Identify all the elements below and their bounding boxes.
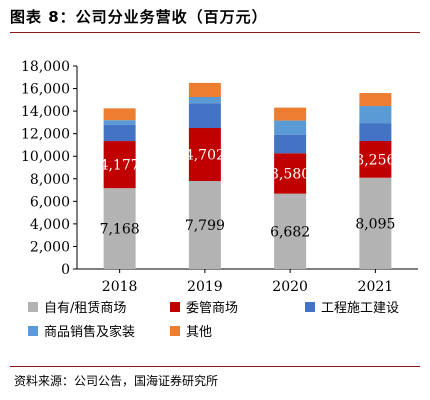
data-label: 3,256 bbox=[355, 152, 395, 168]
legend-label: 自有/租赁商场 bbox=[44, 301, 126, 316]
bar-segment bbox=[188, 128, 221, 182]
bar-segment bbox=[188, 97, 221, 104]
bar-segment bbox=[103, 124, 136, 142]
bar-segment bbox=[274, 193, 307, 269]
y-tick-label: 16,000 bbox=[21, 82, 70, 98]
y-tick-label: 6,000 bbox=[30, 194, 70, 210]
bar-segment bbox=[274, 134, 307, 154]
y-tick-label: 2,000 bbox=[30, 239, 70, 255]
legend-swatch bbox=[28, 326, 38, 336]
bar-segment bbox=[359, 93, 392, 107]
y-tick-label: 12,000 bbox=[21, 127, 70, 143]
stacked-bar-chart: 0 2,000 4,000 6,000 8,000 10,000 12,000 14,000 1… bbox=[21, 59, 418, 340]
y-tick-label: 10,000 bbox=[21, 149, 70, 165]
legend-swatch bbox=[170, 302, 180, 312]
bar-segment bbox=[359, 123, 392, 141]
bar-segment bbox=[359, 177, 392, 269]
bar-segment bbox=[274, 120, 307, 135]
bar-segment bbox=[359, 106, 392, 124]
bar-segment bbox=[274, 107, 307, 121]
x-tick-label: 2018 bbox=[102, 279, 138, 295]
bar-segment bbox=[188, 103, 221, 129]
x-tick-label: 2020 bbox=[272, 279, 308, 295]
legend-label: 其他 bbox=[186, 325, 212, 340]
bar-segment bbox=[274, 153, 307, 194]
data-label: 8,095 bbox=[355, 216, 395, 232]
data-label: 7,799 bbox=[185, 218, 225, 234]
data-label: 4,177 bbox=[100, 158, 140, 174]
bar-segment bbox=[103, 108, 136, 121]
figure-title: 图表 8：公司分业务营收（百万元） bbox=[10, 8, 268, 26]
y-tick-label: 0 bbox=[61, 262, 70, 278]
bar-segment bbox=[359, 140, 392, 178]
y-tick-label: 14,000 bbox=[21, 104, 70, 120]
legend-label: 商品销售及家装 bbox=[44, 324, 135, 340]
data-label: 3,580 bbox=[270, 166, 310, 182]
data-label: 7,168 bbox=[100, 222, 140, 238]
y-tick-label: 8,000 bbox=[30, 172, 70, 188]
data-label: 4,702 bbox=[185, 148, 225, 164]
legend-swatch bbox=[170, 326, 180, 336]
data-label: 6,682 bbox=[270, 224, 310, 240]
y-tick-label: 4,000 bbox=[30, 217, 70, 233]
bar-segment bbox=[103, 141, 136, 189]
source-note: 资料来源：公司公告，国海证券研究所 bbox=[14, 374, 219, 388]
bar-segment bbox=[103, 120, 136, 125]
x-tick-label: 2021 bbox=[358, 279, 394, 295]
bar-segment bbox=[188, 181, 221, 269]
bar-segment bbox=[103, 188, 136, 269]
legend-swatch bbox=[28, 302, 38, 312]
x-tick-label: 2019 bbox=[187, 279, 223, 295]
bar-segment bbox=[188, 82, 221, 98]
y-tick-label: 18,000 bbox=[21, 59, 70, 75]
legend-label: 委管商场 bbox=[186, 301, 238, 316]
legend-label: 工程施工建设 bbox=[321, 301, 399, 316]
source-rule bbox=[10, 366, 420, 367]
title-rule bbox=[10, 32, 420, 33]
legend-swatch bbox=[305, 302, 315, 312]
